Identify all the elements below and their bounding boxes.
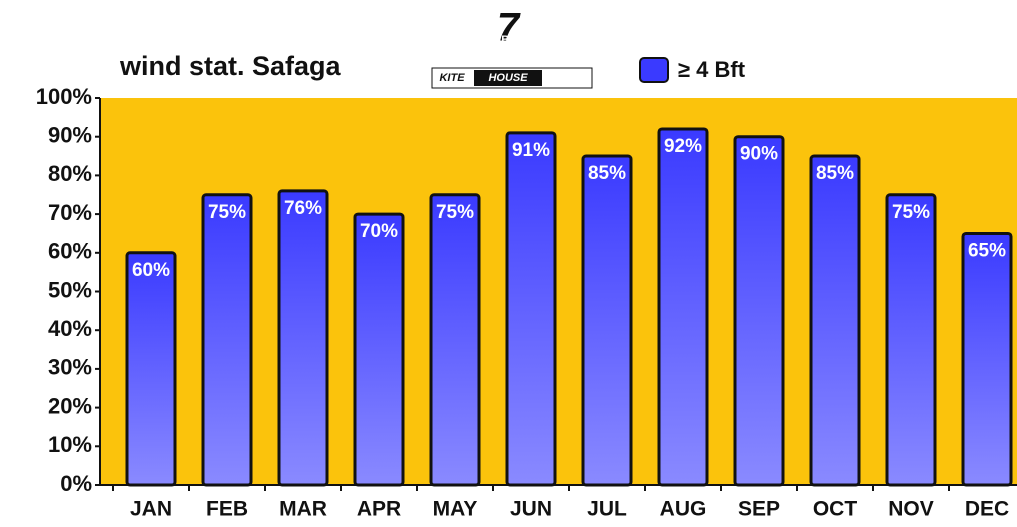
bar [431,195,479,485]
x-tick-label: JUN [510,498,552,521]
value-label: 85% [588,163,626,184]
x-tick-label: MAY [433,498,478,521]
logo-text: KITE [439,72,465,84]
legend-swatch [640,58,668,82]
x-tick-label: JUL [587,498,627,521]
y-tick-label: 80% [48,161,92,186]
x-tick-label: MAR [279,498,327,521]
x-tick-label: DEC [965,498,1009,521]
y-tick-label: 30% [48,355,92,380]
y-tick-label: 90% [48,123,92,148]
value-label: 65% [968,240,1006,261]
y-tick-label: 10% [48,432,92,457]
value-label: 92% [664,136,702,157]
x-tick-label: APR [357,498,401,521]
bar [887,195,935,485]
value-label: 75% [892,202,930,223]
logo-text: HOUSE [488,72,528,84]
y-tick-label: 20% [48,393,92,418]
x-tick-label: FEB [206,498,248,521]
bar [279,191,327,485]
x-tick-label: JAN [130,498,172,521]
value-label: 60% [132,260,170,281]
bar [507,133,555,485]
x-tick-label: AUG [660,498,707,521]
logo: 7 BFT KITE HOUSE [432,6,592,88]
value-label: 76% [284,198,322,219]
bar [355,214,403,485]
y-tick-label: 40% [48,316,92,341]
y-tick-label: 0% [60,471,92,496]
bar [659,129,707,485]
value-label: 70% [360,221,398,242]
y-tick-label: 50% [48,277,92,302]
value-label: 91% [512,140,550,161]
y-tick-label: 100% [36,84,92,109]
y-tick-label: 70% [48,200,92,225]
legend-label: ≥ 4 Bft [678,57,746,82]
logo-text: BFT [501,34,523,46]
value-label: 85% [816,163,854,184]
chart-title: wind stat. Safaga [119,51,342,81]
bar [583,156,631,485]
value-label: 90% [740,144,778,165]
value-label: 75% [208,202,246,223]
bar [127,253,175,485]
y-tick-label: 60% [48,239,92,264]
bar [963,233,1011,485]
x-tick-label: NOV [888,498,934,521]
chart: wind stat. Safaga 7 BFT KITE HOUSE ≥ 4 B… [0,0,1017,527]
bar [811,156,859,485]
bar [203,195,251,485]
x-tick-label: OCT [813,498,858,521]
bar [735,137,783,485]
x-tick-label: SEP [738,498,780,521]
value-label: 75% [436,202,474,223]
